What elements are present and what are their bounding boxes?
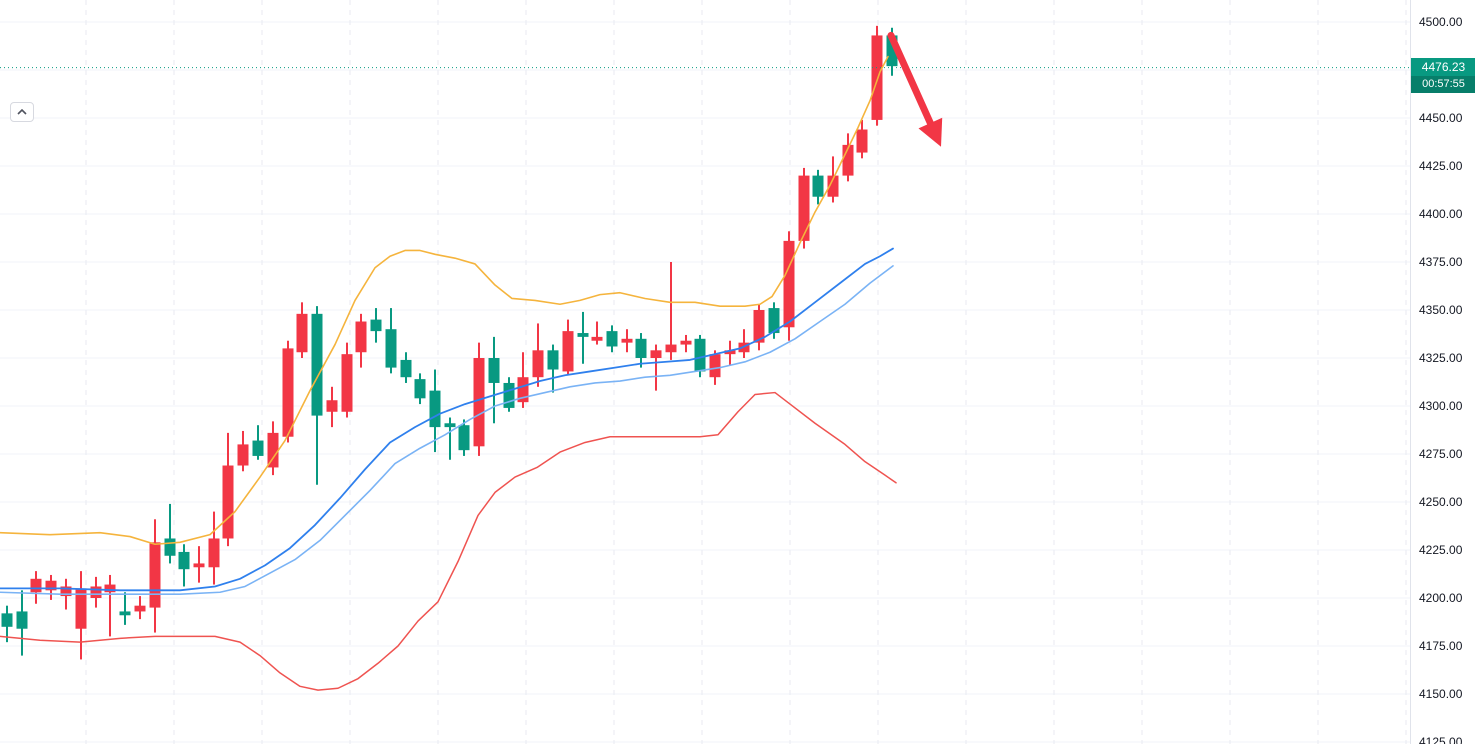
price-tick-label: 4375.00 xyxy=(1419,255,1463,269)
candle-body[interactable] xyxy=(798,175,810,241)
price-axis[interactable]: 4500.00 4450.00 4425.00 4400.00 4375.00 4350.… xyxy=(1410,0,1475,744)
candle-body[interactable] xyxy=(458,425,470,451)
candle-body[interactable] xyxy=(1,613,13,627)
candle-body[interactable] xyxy=(178,551,190,570)
candle-body[interactable] xyxy=(753,310,765,343)
current-price-value: 4476.23 xyxy=(1411,58,1475,77)
candle-body[interactable] xyxy=(724,350,736,355)
candle-body[interactable] xyxy=(503,382,515,408)
price-tick-label: 4250.00 xyxy=(1419,495,1463,509)
candle-body[interactable] xyxy=(429,390,441,428)
trend-arrow-shaft[interactable] xyxy=(887,31,937,133)
price-tick-label: 4200.00 xyxy=(1419,591,1463,605)
candle-body[interactable] xyxy=(812,175,824,197)
candle-body[interactable] xyxy=(237,444,249,466)
candle-body[interactable] xyxy=(856,129,868,153)
candle-body[interactable] xyxy=(222,465,234,539)
candle-body[interactable] xyxy=(827,175,839,197)
candle-body[interactable] xyxy=(119,611,131,616)
chevron-up-icon xyxy=(17,109,27,115)
candle-body[interactable] xyxy=(665,344,677,353)
ma-slow-line[interactable] xyxy=(0,265,894,595)
candle-body[interactable] xyxy=(311,313,323,416)
price-tick-label: 4450.00 xyxy=(1419,111,1463,125)
bar-countdown: 00:57:55 xyxy=(1411,76,1475,94)
candle-body[interactable] xyxy=(60,586,72,597)
candle-body[interactable] xyxy=(591,336,603,341)
candle-body[interactable] xyxy=(842,144,854,176)
candle-body[interactable] xyxy=(517,377,529,403)
candle-body[interactable] xyxy=(45,580,57,591)
candle-body[interactable] xyxy=(532,350,544,378)
candle-body[interactable] xyxy=(709,354,721,378)
candle-body[interactable] xyxy=(768,308,780,334)
candle-body[interactable] xyxy=(341,354,353,412)
price-tick-label: 4275.00 xyxy=(1419,447,1463,461)
candle-body[interactable] xyxy=(488,358,500,383)
candle-body[interactable] xyxy=(694,338,706,372)
collapse-button[interactable] xyxy=(10,102,34,122)
candle-body[interactable] xyxy=(267,432,279,468)
price-tick-label: 4350.00 xyxy=(1419,303,1463,317)
price-tick-label: 4300.00 xyxy=(1419,399,1463,413)
candle-body[interactable] xyxy=(75,588,87,629)
candle-body[interactable] xyxy=(562,331,574,372)
current-price-badge: 4476.23 00:57:55 xyxy=(1411,58,1475,94)
candle-body[interactable] xyxy=(134,605,146,612)
ma-fast-line[interactable] xyxy=(0,247,894,592)
candle-body[interactable] xyxy=(414,379,426,399)
candle-body[interactable] xyxy=(193,563,205,568)
price-tick-label: 4175.00 xyxy=(1419,639,1463,653)
candle-body[interactable] xyxy=(871,35,883,120)
candle-body[interactable] xyxy=(473,358,485,447)
candle-body[interactable] xyxy=(30,578,42,593)
candle-body[interactable] xyxy=(385,329,397,368)
price-tick-label: 4125.00 xyxy=(1419,735,1463,744)
candle-body[interactable] xyxy=(650,350,662,358)
price-tick-label: 4400.00 xyxy=(1419,207,1463,221)
candle-body[interactable] xyxy=(296,313,308,353)
candle-body[interactable] xyxy=(444,423,456,428)
candle-body[interactable] xyxy=(577,333,589,337)
candle-body[interactable] xyxy=(16,611,28,629)
candle-body[interactable] xyxy=(621,338,633,343)
candle-body[interactable] xyxy=(783,240,795,328)
candle-body[interactable] xyxy=(606,331,618,347)
candle-body[interactable] xyxy=(208,538,220,568)
candle-body[interactable] xyxy=(282,348,294,437)
upper-band-line[interactable] xyxy=(0,55,889,546)
price-tick-label: 4425.00 xyxy=(1419,159,1463,173)
candle-body[interactable] xyxy=(355,321,367,353)
candle-body[interactable] xyxy=(370,319,382,332)
candle-body[interactable] xyxy=(547,350,559,370)
candle-body[interactable] xyxy=(886,35,898,67)
candle-body[interactable] xyxy=(252,440,264,456)
price-tick-label: 4325.00 xyxy=(1419,351,1463,365)
price-tick-label: 4225.00 xyxy=(1419,543,1463,557)
trend-arrow-head[interactable] xyxy=(918,117,943,147)
candle-body[interactable] xyxy=(326,400,338,412)
candle-body[interactable] xyxy=(164,538,176,556)
candle-body[interactable] xyxy=(149,542,161,608)
lower-band-line[interactable] xyxy=(0,391,897,691)
price-tick-label: 4150.00 xyxy=(1419,687,1463,701)
candlestick-chart[interactable] xyxy=(0,0,1410,744)
candle-body[interactable] xyxy=(680,340,692,345)
price-tick-label: 4500.00 xyxy=(1419,15,1463,29)
candle-body[interactable] xyxy=(90,586,102,598)
candle-body[interactable] xyxy=(400,359,412,378)
candle-body[interactable] xyxy=(104,584,116,593)
candle-body[interactable] xyxy=(635,338,647,358)
